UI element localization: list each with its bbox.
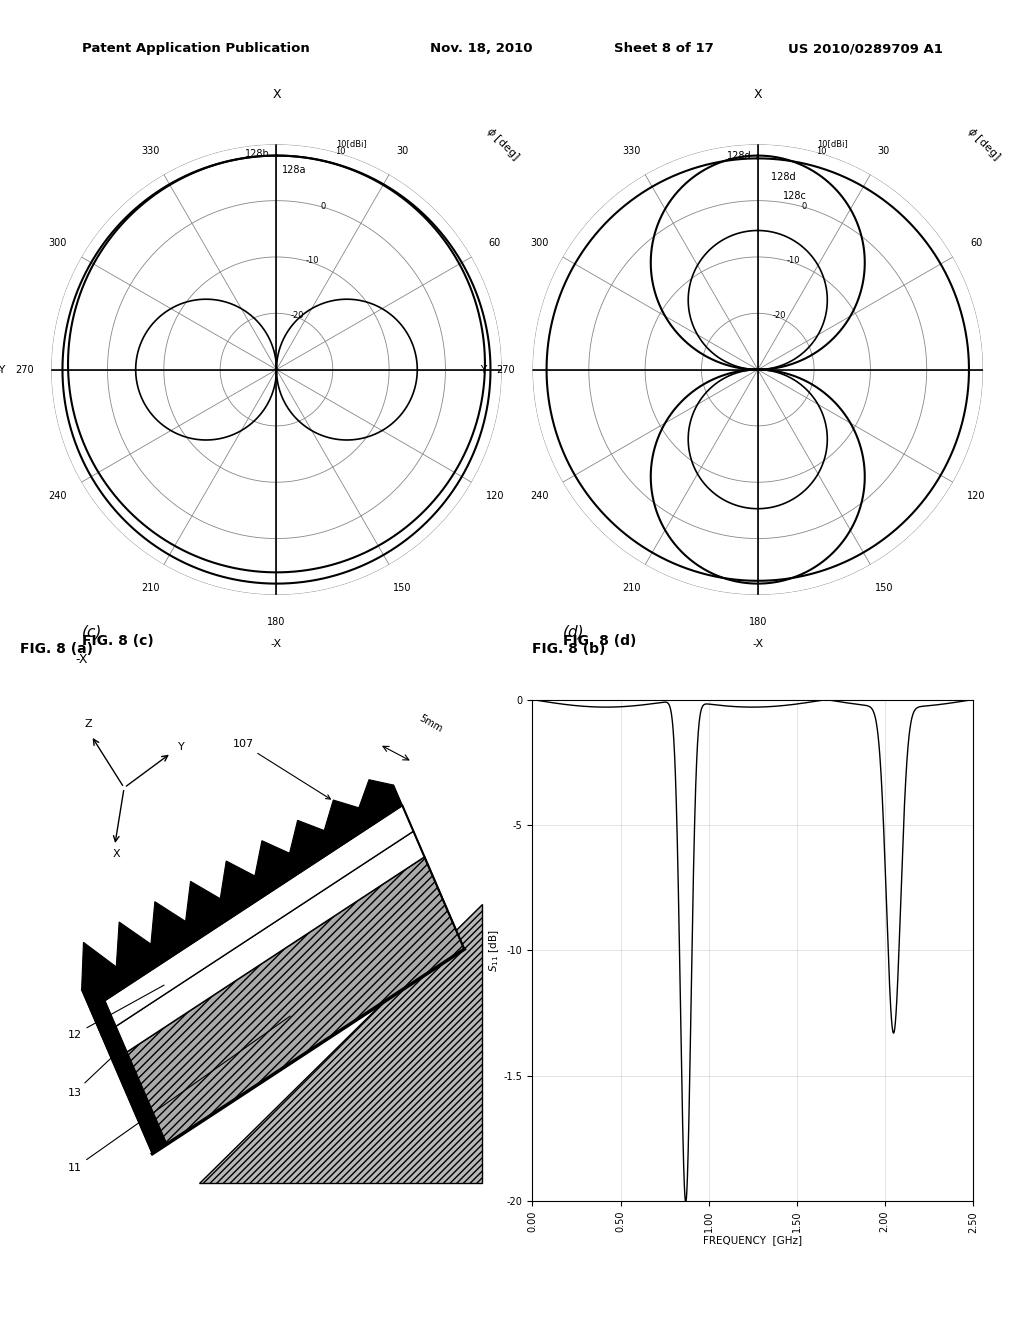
Text: Patent Application Publication: Patent Application Publication (82, 42, 309, 55)
Polygon shape (117, 921, 151, 966)
Polygon shape (255, 841, 290, 876)
Polygon shape (325, 800, 358, 830)
Text: 270: 270 (497, 364, 515, 375)
Text: $\phi$ [deg]: $\phi$ [deg] (965, 124, 1004, 164)
Text: 330: 330 (141, 147, 160, 156)
Text: 180: 180 (749, 616, 767, 627)
Text: 180: 180 (267, 616, 286, 627)
Polygon shape (82, 785, 402, 1010)
Text: 128c: 128c (782, 191, 807, 201)
Text: 240: 240 (49, 491, 68, 500)
Text: 10[dBi]: 10[dBi] (336, 139, 367, 148)
Text: 11: 11 (68, 1016, 290, 1173)
Text: 13: 13 (68, 1051, 119, 1098)
Text: 0: 0 (321, 202, 326, 211)
Text: 60: 60 (970, 239, 982, 248)
Text: 5mm: 5mm (417, 714, 444, 735)
Text: Z: Z (84, 719, 92, 729)
Text: X: X (272, 88, 281, 102)
Text: 128d: 128d (727, 152, 752, 161)
Text: X: X (113, 850, 120, 859)
Text: Y: Y (178, 742, 185, 752)
Polygon shape (200, 904, 482, 1183)
Text: 240: 240 (530, 491, 549, 500)
Text: 10[dBi]: 10[dBi] (817, 139, 848, 148)
Text: 210: 210 (141, 583, 160, 593)
Text: Nov. 18, 2010: Nov. 18, 2010 (430, 42, 532, 55)
Polygon shape (151, 902, 185, 944)
Text: Sheet 8 of 17: Sheet 8 of 17 (614, 42, 714, 55)
Text: 150: 150 (393, 583, 412, 593)
Text: $\phi$ [deg]: $\phi$ [deg] (483, 124, 522, 164)
Text: 30: 30 (878, 147, 890, 156)
Text: -10: -10 (786, 256, 801, 265)
Text: Y: Y (548, 363, 555, 376)
Text: (c): (c) (82, 624, 102, 639)
Text: -Y: -Y (478, 364, 487, 375)
Polygon shape (82, 979, 167, 1154)
Text: 60: 60 (488, 239, 501, 248)
Text: 10: 10 (335, 148, 345, 157)
X-axis label: FREQUENCY  [GHz]: FREQUENCY [GHz] (703, 1236, 802, 1245)
Text: FIG. 8 (a): FIG. 8 (a) (20, 643, 93, 656)
Text: (d): (d) (563, 624, 585, 639)
Text: 0: 0 (802, 202, 807, 211)
Text: 30: 30 (396, 147, 409, 156)
Polygon shape (113, 857, 464, 1154)
Y-axis label: $S_{11}$ [dB]: $S_{11}$ [dB] (487, 929, 501, 972)
Text: 330: 330 (623, 147, 641, 156)
Text: -X: -X (76, 653, 88, 667)
Text: 300: 300 (530, 239, 549, 248)
Text: 107: 107 (232, 739, 331, 799)
Text: X: X (754, 88, 762, 102)
Text: 128d: 128d (771, 172, 799, 182)
Text: US 2010/0289709 A1: US 2010/0289709 A1 (788, 42, 943, 55)
Text: 120: 120 (485, 491, 504, 500)
Text: -20: -20 (772, 310, 785, 319)
Text: 270: 270 (15, 364, 34, 375)
Polygon shape (101, 832, 425, 1061)
Text: 120: 120 (967, 491, 985, 500)
Text: -20: -20 (291, 310, 304, 319)
Text: -X: -X (753, 639, 763, 649)
Text: -10: -10 (305, 256, 319, 265)
Polygon shape (358, 780, 393, 808)
Text: FIG. 8 (c): FIG. 8 (c) (82, 634, 154, 648)
Text: 128a: 128a (282, 165, 306, 176)
Text: 10: 10 (816, 148, 826, 157)
Text: FIG. 8 (d): FIG. 8 (d) (563, 634, 637, 648)
Polygon shape (220, 861, 255, 899)
Text: 12: 12 (68, 985, 164, 1040)
Text: 128b: 128b (245, 149, 270, 158)
Text: FIG. 8 (b): FIG. 8 (b) (532, 643, 606, 656)
Text: -X: -X (271, 639, 282, 649)
Text: 300: 300 (49, 239, 68, 248)
Text: 210: 210 (623, 583, 641, 593)
Polygon shape (290, 820, 325, 853)
Text: 150: 150 (874, 583, 893, 593)
Polygon shape (90, 805, 414, 1036)
Polygon shape (185, 882, 220, 921)
Polygon shape (82, 942, 117, 990)
Text: -Y: -Y (0, 364, 6, 375)
